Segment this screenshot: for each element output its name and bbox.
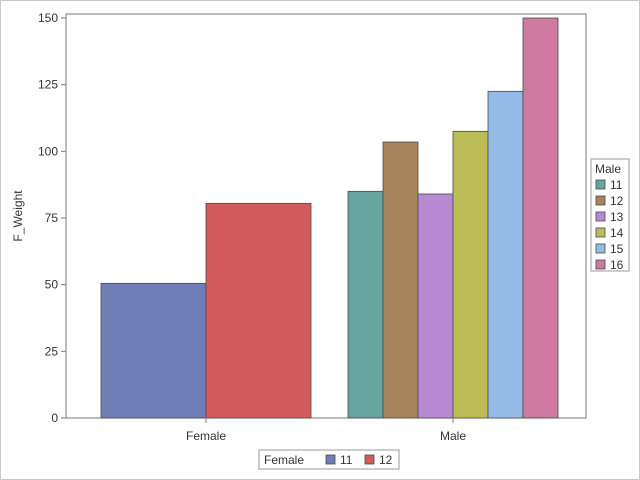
y-tick-label: 25	[45, 344, 59, 358]
x-axis: Female Male	[186, 418, 466, 443]
bar-male-13	[417, 193, 454, 419]
legend-male: Male 11 12 13 14 15 16	[590, 158, 630, 272]
plot-area	[65, 13, 587, 419]
legend-label: 11	[610, 178, 623, 192]
y-tick-label: 125	[38, 78, 58, 92]
legend-title: Female	[264, 453, 304, 467]
x-tick-label: Male	[440, 429, 466, 443]
legend-swatch	[325, 454, 336, 465]
legend-swatch	[595, 179, 606, 190]
legend-label: 16	[610, 258, 624, 272]
legend-label: 14	[610, 226, 624, 240]
legend-swatch	[595, 259, 606, 270]
y-axis: 0 25 50 75 100 125 150	[38, 11, 66, 425]
bar-male-15	[487, 90, 524, 419]
bar-female-11	[100, 282, 207, 419]
bar-male-11	[347, 190, 384, 419]
legend-swatch	[364, 454, 375, 465]
bar-male-14	[452, 130, 489, 419]
legend-label: 15	[610, 242, 624, 256]
y-tick-label: 75	[45, 211, 59, 225]
y-tick-label: 50	[45, 278, 59, 292]
x-tick-label: Female	[186, 429, 226, 443]
bars-layer	[100, 17, 559, 419]
legend-label: 12	[610, 194, 624, 208]
legend-label: 11	[340, 453, 353, 467]
legend-swatch	[595, 211, 606, 222]
bar-male-16	[522, 17, 559, 419]
legend-swatch	[595, 227, 606, 238]
legend-label: 12	[379, 453, 393, 467]
y-tick-label: 100	[38, 144, 58, 158]
legend-female: Female 11 12	[258, 449, 400, 470]
bar-female-12	[205, 202, 312, 419]
legend-label: 13	[610, 210, 624, 224]
bar-male-12	[382, 141, 419, 419]
legend-swatch	[595, 243, 606, 254]
y-tick-label: 150	[38, 11, 58, 25]
y-axis-label: F_Weight	[11, 190, 25, 242]
legend-swatch	[595, 195, 606, 206]
y-tick-label: 0	[51, 411, 58, 425]
legend-title: Male	[595, 162, 621, 176]
